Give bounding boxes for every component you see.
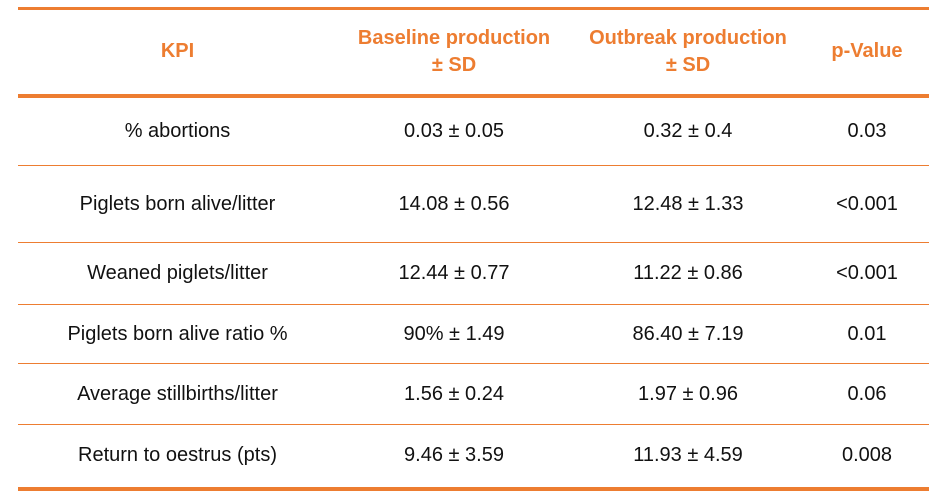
cell-baseline: 9.46 ± 3.59 [404, 444, 504, 467]
header-outbreak-line1: Outbreak production [589, 26, 787, 49]
header-baseline: Baseline production ± SD [337, 9, 571, 96]
header-outbreak-line2: ± SD [665, 53, 711, 76]
cell-pvalue: 0.03 [847, 119, 887, 142]
header-baseline-line2: ± SD [431, 53, 477, 76]
cell-kpi: Piglets born alive/litter [79, 192, 276, 215]
header-outbreak: Outbreak production ± SD [571, 9, 805, 96]
cell-outbreak: 11.22 ± 0.86 [633, 262, 743, 284]
cell-pvalue: 0.008 [841, 444, 893, 467]
table-row: Piglets born alive/litter 14.08 ± 0.56 1… [18, 166, 929, 243]
cell-baseline: 90% ± 1.49 [403, 322, 505, 345]
table-row: Return to oestrus (pts) 9.46 ± 3.59 11.9… [18, 425, 929, 489]
kpi-table-container: KPI Baseline production ± SD Outbreak pr… [18, 7, 929, 491]
cell-outbreak: 11.93 ± 4.59 [633, 444, 743, 467]
table-row: Average stillbirths/litter 1.56 ± 0.24 1… [18, 364, 929, 425]
cell-pvalue: 0.01 [847, 322, 887, 345]
cell-pvalue: <0.001 [836, 192, 898, 215]
cell-outbreak: 0.32 ± 0.4 [643, 119, 733, 142]
cell-outbreak: 86.40 ± 7.19 [632, 322, 744, 345]
cell-baseline: 0.03 ± 0.05 [404, 119, 504, 142]
cell-kpi: Return to oestrus (pts) [78, 444, 277, 467]
cell-outbreak: 1.97 ± 0.96 [638, 382, 738, 405]
cell-kpi: Piglets born alive ratio % [67, 322, 288, 345]
table-row: Piglets born alive ratio % 90% ± 1.49 86… [18, 305, 929, 364]
table-row: % abortions 0.03 ± 0.05 0.32 ± 0.4 0.03 [18, 96, 929, 166]
cell-baseline: 14.08 ± 0.56 [398, 192, 510, 215]
cell-kpi: Weaned piglets/litter [87, 262, 268, 284]
cell-pvalue: <0.001 [836, 262, 898, 284]
cell-kpi: Average stillbirths/litter [77, 382, 278, 405]
table-body: % abortions 0.03 ± 0.05 0.32 ± 0.4 0.03 … [18, 96, 929, 489]
table-row: Weaned piglets/litter 12.44 ± 0.77 11.22… [18, 243, 929, 305]
cell-baseline: 12.44 ± 0.77 [398, 262, 510, 284]
cell-kpi: % abortions [124, 119, 231, 142]
header-pvalue: p-Value [831, 40, 903, 63]
table-header: KPI Baseline production ± SD Outbreak pr… [18, 8, 929, 96]
cell-baseline: 1.56 ± 0.24 [404, 382, 504, 405]
header-kpi: KPI [160, 40, 195, 63]
kpi-table: KPI Baseline production ± SD Outbreak pr… [18, 7, 929, 491]
header-baseline-line1: Baseline production [357, 26, 551, 49]
header-row: KPI Baseline production ± SD Outbreak pr… [18, 8, 929, 96]
cell-pvalue: 0.06 [847, 382, 887, 405]
cell-outbreak: 12.48 ± 1.33 [632, 192, 744, 215]
